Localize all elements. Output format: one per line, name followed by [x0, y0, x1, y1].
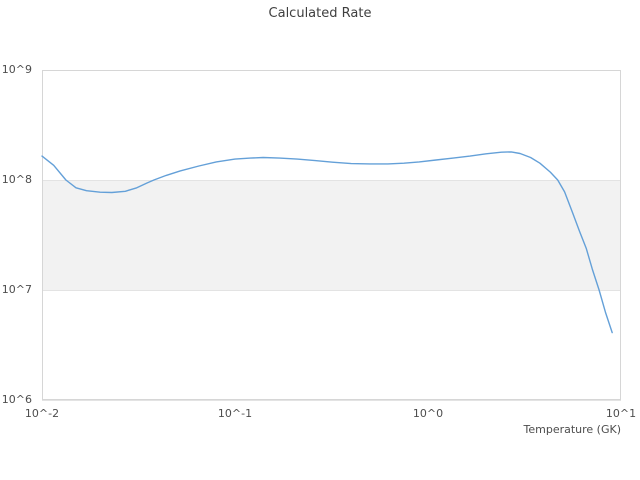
x-tick-label-1e1: 10^1 — [605, 407, 637, 420]
y-tick-label-1e8: 10^8 — [1, 173, 32, 186]
y-tick-label-1e9: 10^9 — [1, 63, 32, 76]
x-axis-title: Temperature (GK) — [523, 423, 622, 436]
y-tick-label-1e7: 10^7 — [1, 283, 32, 296]
rate-line — [41, 151, 613, 334]
plot-band — [42, 180, 621, 290]
plot-border — [42, 70, 621, 400]
y-tick-label-1e6: 10^6 — [1, 393, 32, 406]
x-tick-label-1e0: 10^0 — [412, 407, 444, 420]
x-tick-label-1e-2: 10^-2 — [24, 407, 60, 420]
x-tick-label-1e-1: 10^-1 — [217, 407, 253, 420]
chart-title: Calculated Rate — [268, 6, 372, 21]
